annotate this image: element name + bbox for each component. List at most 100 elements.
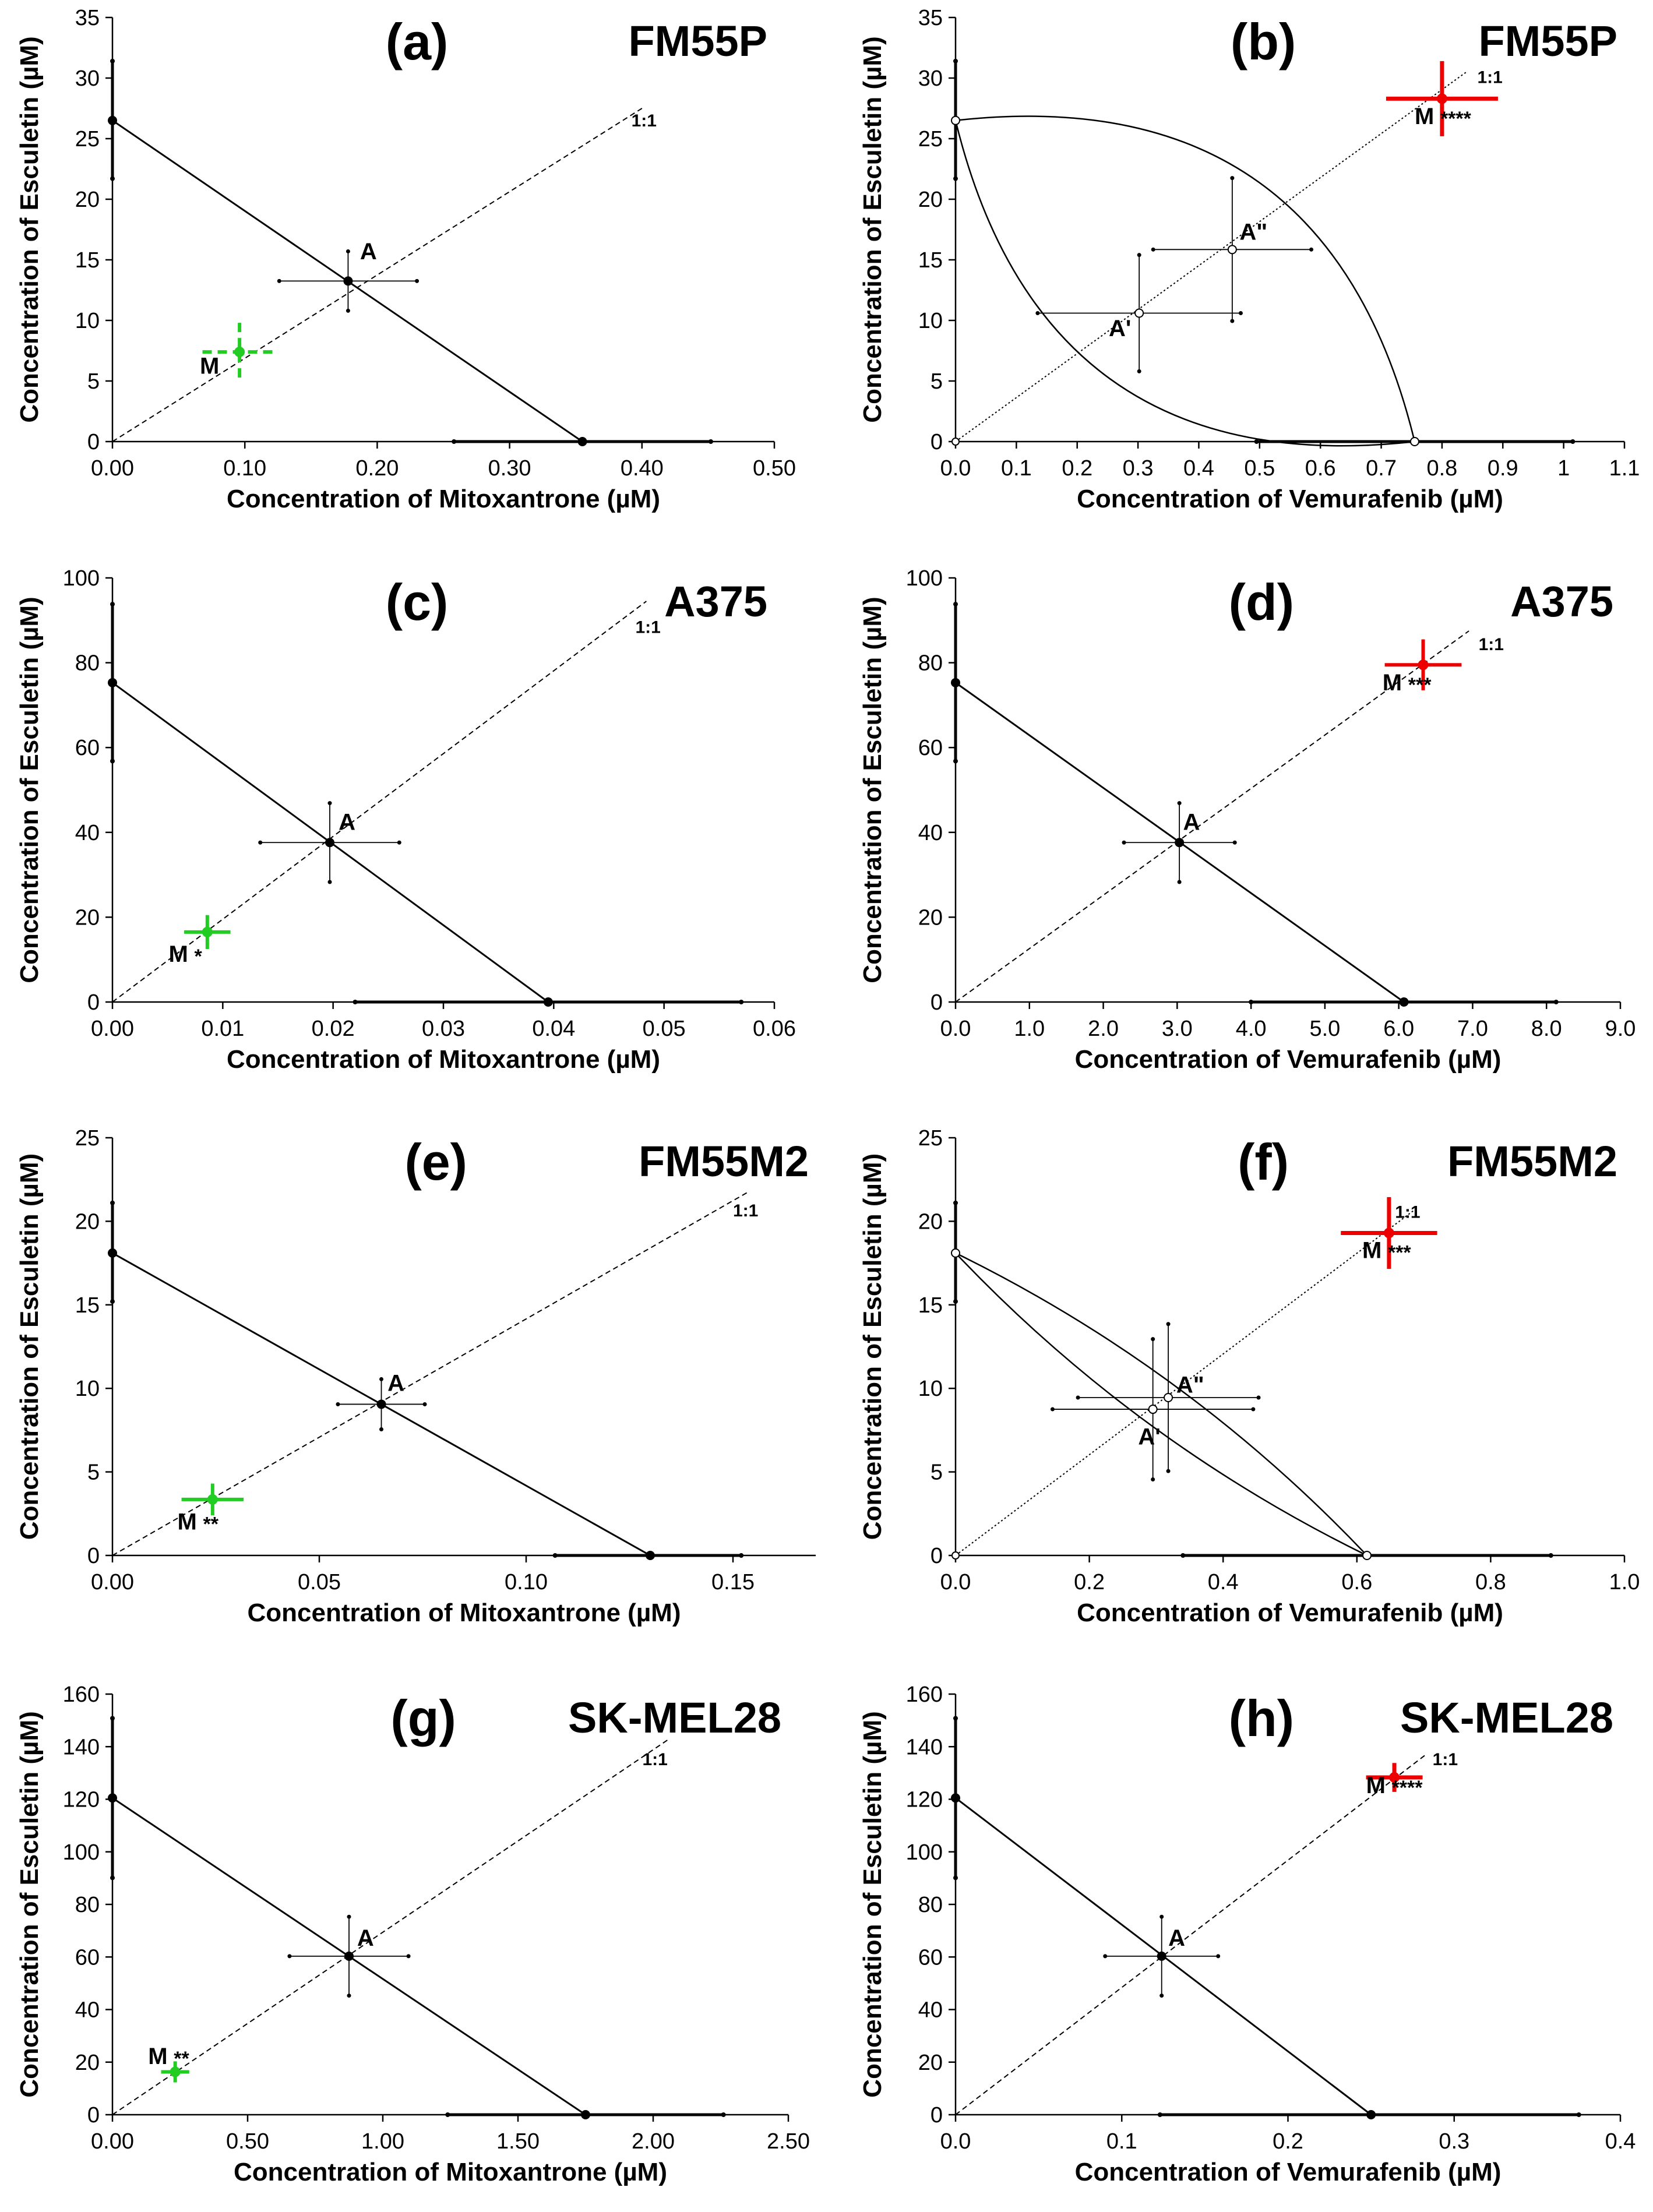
error-bar-cap	[1230, 176, 1235, 181]
y-tick-label: 80	[75, 651, 100, 676]
x-axis-label: Concentration of Vemurafenib (µM)	[1077, 1599, 1503, 1627]
x-intercept-point	[543, 997, 553, 1007]
x-tick-label: 2.0	[1088, 1017, 1119, 1041]
x-tick-label: 0.05	[643, 1017, 686, 1041]
chart-panel-c: 0.00 0.01 0.02 0.03 0.04 0.05 0.06 0 20 40 60 80 100…	[15, 566, 796, 1074]
point-M	[1436, 93, 1447, 104]
significance-marker: ***	[1408, 674, 1432, 696]
x-tick-label: 0.50	[226, 2129, 269, 2154]
y-intercept-point	[108, 1793, 117, 1803]
error-bar-cap	[110, 1299, 115, 1304]
x-tick-label: 1.0	[1609, 1570, 1640, 1594]
panel-label: (g)	[390, 1689, 456, 1747]
point-A-label: A	[1183, 809, 1200, 835]
x-tick-label: 0.05	[298, 1570, 341, 1594]
x-tick-label: 1.1	[1609, 456, 1640, 481]
error-bar-cap	[953, 58, 958, 63]
x-tick-label: 1.0	[1014, 1017, 1045, 1041]
x-tick-label: 8.0	[1531, 1017, 1562, 1041]
significance-marker: *	[195, 946, 203, 968]
error-bar-cap	[1548, 1553, 1553, 1558]
error-bar-cap	[1166, 1469, 1171, 1473]
point-M-label: M	[1383, 670, 1402, 696]
y-tick-label: 80	[918, 651, 943, 676]
ratio-line-1to1	[112, 601, 647, 1003]
error-bar-cap	[953, 1716, 958, 1721]
error-bar-cap	[110, 58, 115, 63]
error-bar-cap	[110, 176, 115, 181]
ratio-label: 1:1	[1395, 1203, 1420, 1222]
isobole-lower	[955, 1253, 1367, 1557]
x-intercept-point	[581, 2110, 590, 2119]
panel-label: (a)	[386, 13, 449, 70]
y-tick-label: 20	[918, 905, 943, 930]
origin-point	[951, 438, 960, 446]
x-tick-label: 0.00	[91, 1017, 134, 1041]
ratio-line-1to1	[112, 108, 643, 442]
point-M-label: M	[1362, 1237, 1381, 1263]
error-bar-cap	[346, 308, 350, 313]
error-bar-cap	[1238, 311, 1243, 316]
error-bar-cap	[708, 439, 713, 444]
point-M-label: M	[1366, 1773, 1386, 1798]
error-bar-cap	[379, 1427, 383, 1431]
chart-panel-f: 0.0 0.2 0.4 0.6 0.8 1.0 0 5 10 15 20 25 Concentratio…	[858, 1126, 1640, 1627]
error-bar-cap	[1159, 1914, 1164, 1919]
error-bar-cap	[1254, 439, 1259, 444]
error-bar-cap	[347, 1994, 351, 1998]
significance-marker: **	[203, 1514, 218, 1536]
error-bar-cap	[552, 1553, 558, 1558]
error-bar-cap	[110, 1875, 115, 1881]
error-bar-cap	[953, 1200, 958, 1205]
y-axis-label: Concentration of Esculetin (µM)	[15, 1153, 44, 1540]
y-tick-label: 40	[75, 1998, 100, 2023]
error-bar-cap	[1151, 1337, 1155, 1342]
x-tick-label: 0.2	[1074, 1570, 1105, 1594]
error-bar-cap	[1576, 2112, 1581, 2117]
point-M-label: M	[200, 354, 219, 379]
y-tick-label: 25	[75, 1126, 100, 1151]
x-tick-label: 0.03	[422, 1017, 465, 1041]
x-tick-label: 0.8	[1426, 456, 1457, 481]
x-tick-label: 1.00	[361, 2129, 404, 2154]
y-tick-label: 5	[931, 369, 943, 394]
point-A-double-prime-label: A"	[1176, 1372, 1204, 1398]
error-bar-cap	[1570, 439, 1576, 444]
error-bar-cap	[1230, 319, 1235, 323]
error-bar-cap	[379, 1377, 383, 1381]
y-axis-label: Concentration of Esculetin (µM)	[15, 597, 44, 983]
y-tick-label: 20	[75, 1209, 100, 1234]
point-M-label: M	[177, 1509, 196, 1535]
y-tick-label: 140	[63, 1735, 100, 1759]
y-tick-label: 20	[918, 188, 943, 212]
error-bar-cap	[1251, 1407, 1256, 1412]
y-tick-label: 15	[918, 248, 943, 273]
x-intercept-point	[646, 1551, 655, 1560]
error-bar-cap	[953, 176, 958, 181]
x-tick-label: 0.0	[940, 1570, 971, 1594]
y-tick-label: 5	[931, 1460, 943, 1485]
y-axis-label: Concentration of Esculetin (µM)	[858, 36, 887, 422]
y-tick-label: 20	[918, 2051, 943, 2075]
x-tick-label: 0.7	[1366, 456, 1397, 481]
ratio-line-1to1	[955, 1207, 1418, 1556]
ratio-line-1to1	[955, 630, 1469, 1003]
y-tick-label: 0	[931, 1544, 943, 1568]
x-intercept-point	[1366, 2110, 1376, 2119]
y-tick-label: 80	[75, 1893, 100, 1917]
error-bar-cap	[1553, 1000, 1559, 1004]
x-tick-label: 5.0	[1309, 1017, 1340, 1041]
point-A-label: A	[387, 1371, 404, 1396]
y-tick-label: 30	[75, 66, 100, 91]
error-bar-cap	[346, 249, 350, 253]
y-tick-label: 160	[906, 1682, 943, 1707]
y-tick-label: 5	[87, 1460, 100, 1485]
point-A	[344, 1951, 354, 1961]
point-A-double-prime	[1227, 245, 1237, 255]
error-bar-cap	[1137, 253, 1141, 257]
error-bar-cap	[327, 801, 332, 806]
isobole-upper	[955, 1252, 1367, 1556]
x-tick-label: 0.20	[355, 456, 399, 481]
y-tick-label: 0	[931, 990, 943, 1015]
y-tick-label: 25	[918, 127, 943, 151]
